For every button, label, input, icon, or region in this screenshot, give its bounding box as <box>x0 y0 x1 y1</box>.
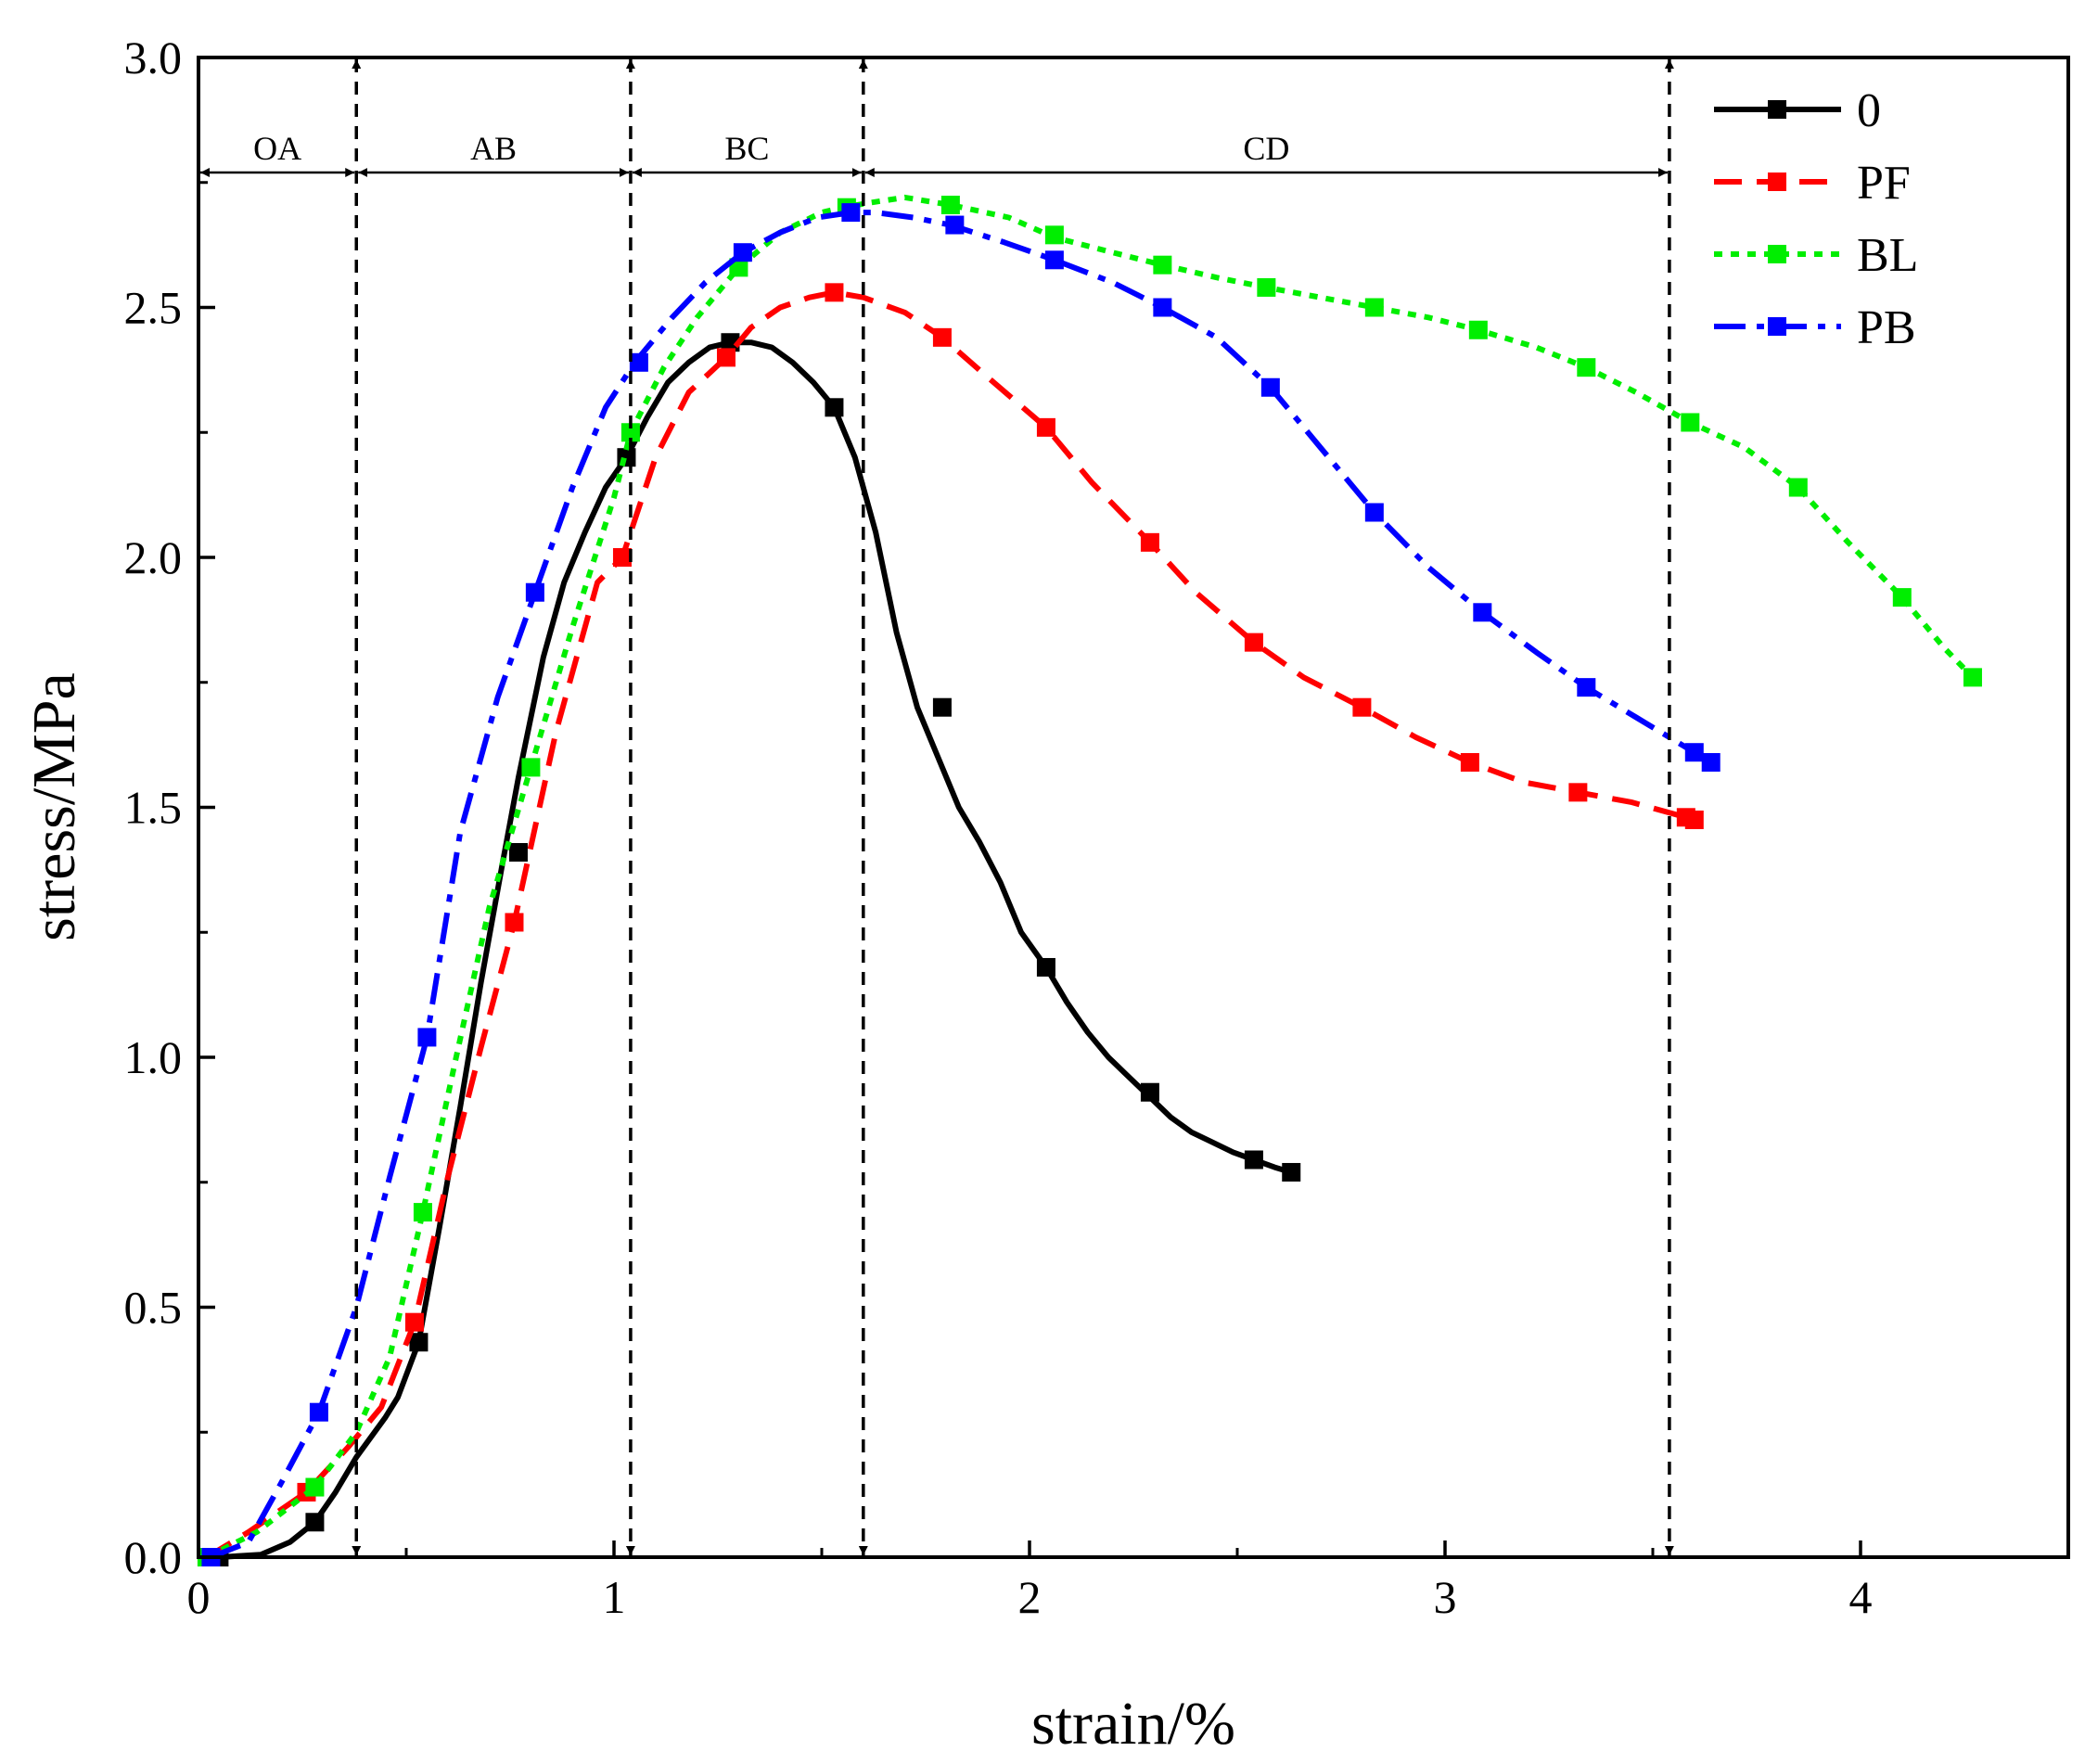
series-marker-0-2 <box>409 1333 429 1352</box>
y-tick-label-2: 1.0 <box>124 1031 183 1083</box>
series-line-BL <box>205 194 1976 1560</box>
series-marker-PF-7 <box>932 327 952 347</box>
series-marker-0-10 <box>1244 1150 1263 1170</box>
y-tick-label-1: 0.5 <box>124 1282 183 1334</box>
series-marker-PB-13 <box>1577 678 1596 697</box>
series-marker-BL-8 <box>1044 225 1064 245</box>
x-tick-label-2: 2 <box>1018 1571 1042 1623</box>
series-marker-BL-10 <box>1257 277 1276 297</box>
series-marker-BL-13 <box>1577 358 1596 377</box>
series-0 <box>210 333 1301 1566</box>
series-marker-PB-2 <box>417 1028 437 1047</box>
legend-marker-BL <box>1768 245 1786 263</box>
plot-area: OA AB BC CD <box>197 59 1982 1566</box>
series-marker-PF-4 <box>612 548 632 567</box>
legend-label-PB: PB <box>1857 301 1916 354</box>
series-marker-BL-14 <box>1681 413 1700 432</box>
series-marker-PB-12 <box>1473 603 1492 622</box>
series-marker-PF-6 <box>825 283 844 302</box>
x-tick-label-3: 3 <box>1434 1571 1457 1623</box>
x-axis-title: strain/% <box>1031 1690 1235 1758</box>
series-marker-PB-11 <box>1364 503 1384 522</box>
series-marker-PF-15 <box>1684 810 1704 829</box>
series-marker-BL-15 <box>1788 478 1808 497</box>
series-line-0 <box>219 339 1293 1560</box>
series-marker-BL-7 <box>940 196 960 215</box>
series-marker-0-6 <box>825 398 844 417</box>
series-marker-0-8 <box>1036 957 1055 977</box>
series-marker-PF-2 <box>404 1312 424 1332</box>
series-marker-PF-5 <box>716 348 736 367</box>
series-marker-BL-12 <box>1468 320 1488 339</box>
series-marker-PB-9 <box>1153 298 1172 317</box>
series-marker-PB-10 <box>1260 377 1280 397</box>
region-label-OA: OA <box>253 130 301 167</box>
series-marker-PB-15 <box>1701 752 1720 772</box>
x-tick-label-4: 4 <box>1849 1571 1873 1623</box>
series-marker-PB-3 <box>525 582 544 602</box>
y-tick-label-6: 3.0 <box>124 32 183 83</box>
series-PF <box>197 283 1704 1566</box>
legend-label-BL: BL <box>1857 229 1918 282</box>
legend-marker-PF <box>1768 173 1786 191</box>
x-tick-label-0: 0 <box>187 1571 211 1623</box>
series-marker-PF-13 <box>1568 783 1588 802</box>
series-marker-PB-4 <box>629 352 648 372</box>
series-marker-PB-7 <box>945 215 965 235</box>
y-tick-label-4: 2.0 <box>124 531 183 583</box>
series-marker-0-5 <box>721 333 740 352</box>
series-marker-PF-11 <box>1352 697 1372 717</box>
series-marker-PF-12 <box>1460 752 1479 772</box>
series-marker-0-11 <box>1282 1162 1301 1182</box>
axis-ticks: 0 1 2 3 4 0.0 0.5 1.0 1.5 2.0 2.5 3.0 <box>124 32 2070 1623</box>
series-marker-PF-8 <box>1036 417 1055 437</box>
y-axis-title: stress/MPa <box>20 672 88 941</box>
series-marker-BL-3 <box>521 758 541 777</box>
series-marker-BL-16 <box>1892 588 1912 607</box>
series-line-PB <box>210 210 1713 1560</box>
y-tick-label-3: 1.5 <box>124 782 183 834</box>
series-marker-PF-9 <box>1140 532 1159 552</box>
series-PB <box>201 203 1720 1566</box>
series-marker-0-7 <box>932 697 952 717</box>
series-marker-0-3 <box>508 843 528 863</box>
series-marker-PF-3 <box>505 913 524 932</box>
series-marker-0-9 <box>1140 1082 1159 1102</box>
series-marker-BL-17 <box>1963 668 1982 687</box>
series-line-PF <box>205 289 1695 1560</box>
region-label-CD: CD <box>1243 130 1289 167</box>
series-marker-PB-5 <box>733 243 752 262</box>
series-marker-BL-11 <box>1364 298 1384 317</box>
series-marker-PB-6 <box>841 203 861 223</box>
series-marker-BL-1 <box>305 1477 325 1497</box>
series-marker-PB-8 <box>1044 250 1064 270</box>
legend: 0 PF BL PB <box>1714 84 1918 354</box>
plot-frame <box>197 56 2070 1559</box>
legend-marker-PB <box>1768 317 1786 336</box>
legend-label-PF: PF <box>1857 157 1911 210</box>
x-tick-label-1: 1 <box>603 1571 626 1623</box>
legend-marker-0 <box>1768 100 1786 119</box>
series-marker-0-1 <box>305 1513 325 1532</box>
series-marker-BL-9 <box>1153 255 1172 275</box>
y-tick-label-0: 0.0 <box>124 1531 183 1583</box>
series-marker-PB-1 <box>309 1402 328 1422</box>
series-marker-PB-14 <box>1684 743 1704 762</box>
series-marker-PF-10 <box>1244 633 1263 652</box>
region-label-BC: BC <box>724 130 769 167</box>
legend-label-0: 0 <box>1857 84 1881 137</box>
region-label-AB: AB <box>470 130 517 167</box>
series-marker-BL-2 <box>413 1203 432 1222</box>
series-BL <box>197 194 1982 1566</box>
y-tick-label-5: 2.5 <box>124 282 183 334</box>
